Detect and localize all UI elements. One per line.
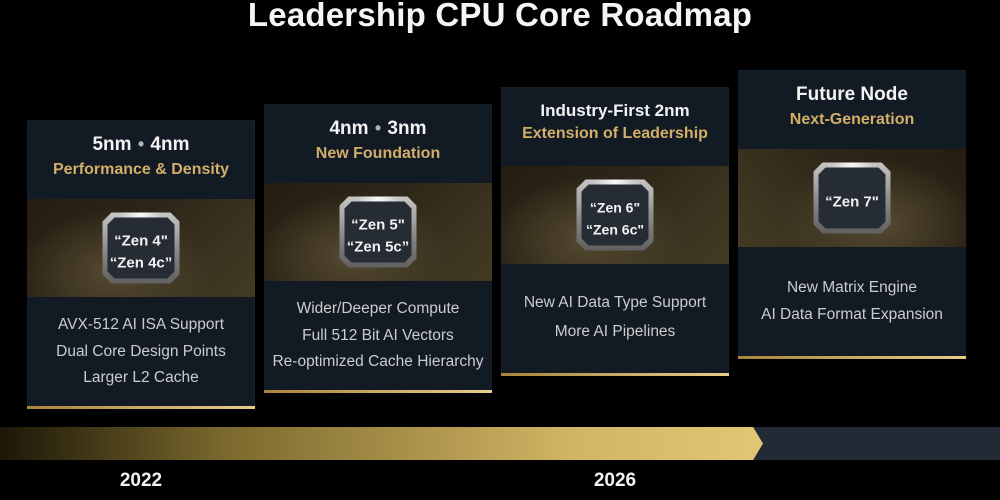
- svg-text:“Zen 5": “Zen 5": [351, 217, 405, 234]
- svg-text:“Zen 7": “Zen 7": [825, 194, 879, 211]
- svg-text:“Zen 4": “Zen 4": [114, 233, 168, 250]
- svg-text:“Zen 6": “Zen 6": [590, 200, 640, 216]
- svg-text:“Zen 4c”: “Zen 4c”: [110, 255, 173, 272]
- svg-text:“Zen 6c": “Zen 6c": [586, 222, 644, 238]
- svg-text:“Zen 5c”: “Zen 5c”: [347, 239, 410, 256]
